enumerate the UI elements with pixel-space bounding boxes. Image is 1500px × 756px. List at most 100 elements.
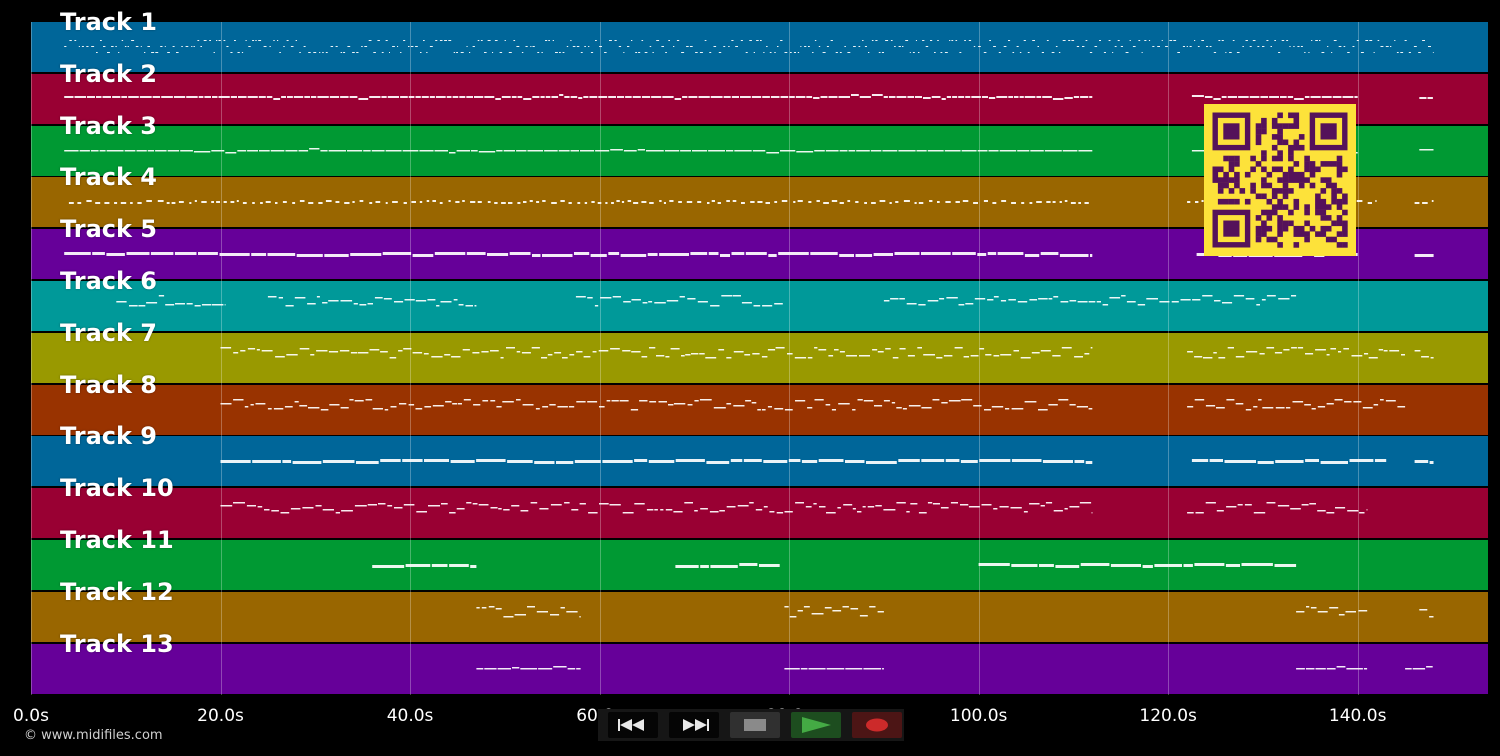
track-notes [116,295,1297,307]
note [1349,459,1374,463]
note [1073,95,1080,98]
note [710,305,720,307]
note [140,46,142,47]
track-notes [220,502,1368,514]
note [1421,355,1429,358]
note [329,403,340,406]
note [394,507,403,509]
note [1024,254,1040,258]
note [723,46,726,47]
track-lane[interactable]: Track 6 [31,267,1488,333]
note [649,346,656,349]
note [1390,46,1392,47]
note [818,459,844,463]
note [193,150,211,153]
note [415,300,427,302]
note [484,667,497,670]
track-lane[interactable]: Track 1 [31,8,1488,74]
note [1306,605,1310,608]
note [1352,46,1355,47]
note [918,52,920,53]
note [763,506,768,508]
note [745,52,748,53]
play-button[interactable] [791,712,841,738]
note [952,95,958,98]
note [960,460,978,464]
note [200,46,202,47]
note [757,408,761,411]
note [666,300,679,302]
note [1031,351,1040,354]
note [631,40,633,41]
note [1266,295,1276,297]
note [452,402,458,405]
note [778,252,809,256]
note [1216,510,1224,512]
track-lane[interactable]: Track 7 [31,319,1488,385]
note [1224,460,1256,464]
note [324,254,349,258]
rewind-button[interactable] [608,712,658,738]
note [656,40,660,41]
note [273,97,281,100]
note [1333,40,1337,41]
note [238,95,247,98]
note [320,408,329,411]
note [1102,304,1109,306]
note [1241,563,1273,566]
note [774,52,776,53]
piano-roll[interactable]: Track 1 Track 2 Track 3 Track 4 Track 5 Track… [31,8,1488,696]
note [1317,610,1328,613]
note [1296,610,1305,613]
note [1186,46,1188,47]
note [618,46,622,47]
note [537,52,540,53]
time-tick-label: 100.0s [949,706,1008,726]
note [1236,52,1240,53]
note [1017,301,1028,303]
qr-code [1204,104,1356,256]
note [1089,95,1093,98]
note [111,46,114,47]
note [839,149,848,152]
note [752,352,760,355]
track-lane[interactable]: Track 13 [31,630,1488,696]
note [96,95,102,98]
note [673,511,683,513]
track-lane[interactable]: Track 9 [31,422,1488,489]
note [310,95,317,98]
note [1019,95,1024,98]
note [766,151,779,154]
track-lane[interactable]: Track 10 [31,474,1488,541]
note [789,615,797,618]
note [432,404,444,407]
note [698,95,710,98]
note [797,200,803,203]
note [136,149,147,152]
note [512,666,520,669]
fast-forward-button[interactable] [669,712,719,738]
track-lane[interactable]: Track 8 [31,371,1488,437]
track-lane[interactable]: Track 12 [31,578,1488,644]
note [1003,46,1007,47]
note [522,403,534,406]
note [902,407,907,410]
note [103,46,106,47]
note [1094,46,1098,47]
note [532,254,541,258]
record-button[interactable] [852,712,902,738]
note [367,504,377,506]
stop-button[interactable] [730,712,780,738]
note [1326,512,1335,514]
note [484,95,495,98]
note [520,667,538,670]
note [431,564,448,567]
note [1187,405,1194,408]
note [319,52,321,53]
note [456,508,465,510]
note [1059,201,1062,204]
note [131,40,135,41]
track-lane[interactable]: Track 11 [31,526,1488,592]
note [544,149,558,152]
note [805,506,812,508]
